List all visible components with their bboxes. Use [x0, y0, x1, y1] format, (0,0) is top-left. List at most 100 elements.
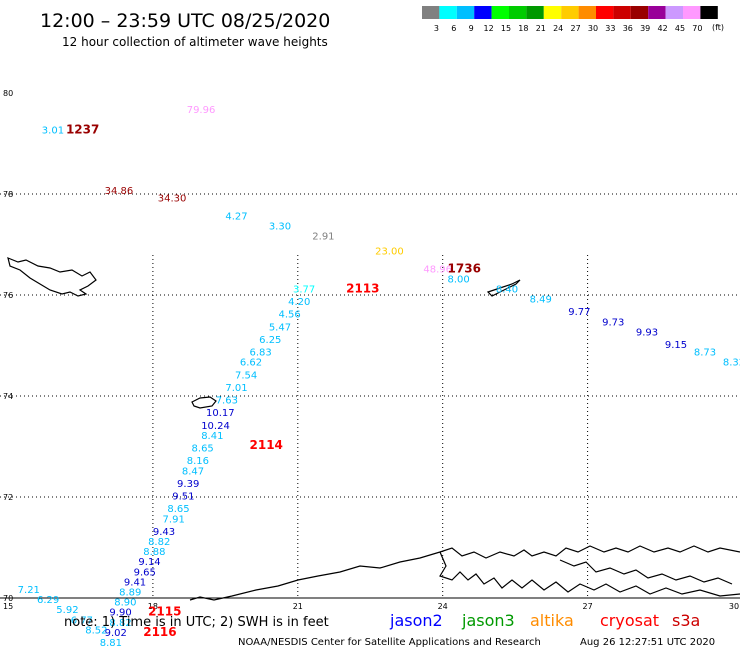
wave-height-value: 8.52 — [85, 625, 107, 636]
longitude-label: 18 — [148, 602, 158, 611]
wave-height-value: 7.21 — [18, 585, 40, 596]
latitude-label: 70 — [3, 594, 13, 603]
pass-time-label: 2114 — [250, 438, 283, 452]
mission-legend: jason2 jason3 altika cryosat s3a — [389, 611, 700, 630]
wave-height-value: 9.39 — [177, 479, 199, 490]
wave-height-value: 4.20 — [288, 297, 310, 308]
colorbar-tick-label: 21 — [536, 24, 546, 33]
wave-height-value: 9.43 — [153, 527, 175, 538]
scandinavia-coastline — [189, 545, 740, 601]
longitude-label: 15 — [3, 602, 13, 611]
latitude-label: 80 — [3, 89, 13, 98]
wave-height-value: 7.54 — [235, 370, 257, 381]
wave-height-value: 3.77 — [293, 284, 315, 295]
wave-height-value: 8.82 — [148, 537, 170, 548]
wave-height-value: 9.02 — [105, 628, 127, 639]
wave-height-value: 3.01 — [42, 125, 64, 136]
colorbar-tick-label: 12 — [484, 24, 494, 33]
wave-height-value: 8.32 — [723, 358, 740, 369]
longitude-labels: 15 18 21 24 27 30 — [3, 602, 739, 611]
mission-label: s3a — [672, 611, 700, 630]
wave-height-value: 4.56 — [278, 310, 300, 321]
fjord-islands — [559, 559, 733, 585]
longitude-label: 30 — [729, 602, 739, 611]
colorbar-legend: 3 6 9 12 15 18 21 24 27 30 33 36 39 42 45 70 — [422, 6, 718, 33]
wave-height-value: 8.40 — [496, 284, 518, 295]
wave-height-value: 7.01 — [225, 383, 247, 394]
colorbar-tick-label: 6 — [451, 24, 456, 33]
wave-height-value: 8.88 — [143, 547, 165, 558]
colorbar-tick-label: 24 — [553, 24, 563, 33]
wave-height-value: 9.51 — [172, 492, 194, 503]
wave-height-value: 2.91 — [312, 231, 334, 242]
colorbar-swatch — [648, 6, 666, 19]
wave-height-value: 5.47 — [269, 322, 291, 333]
wave-height-value: 8.89 — [119, 587, 141, 598]
wave-height-value: 8.47 — [182, 466, 204, 477]
colorbar-swatch — [596, 6, 614, 19]
colorbar-swatch — [474, 6, 492, 19]
pass-time-label: 2115 — [148, 605, 181, 619]
wave-height-value: 23.00 — [375, 247, 404, 258]
pass-time-label: 1736 — [448, 261, 481, 275]
wave-height-value: 34.86 — [105, 186, 134, 197]
footer-note: note: 1) Time is in UTC; 2) SWH is in fe… — [64, 615, 329, 630]
colorbar-tick-label: 3 — [434, 24, 439, 33]
wave-height-value: 8.73 — [694, 348, 716, 359]
wave-height-value: 9.15 — [665, 340, 687, 351]
wave-height-value: 8.65 — [167, 504, 189, 515]
latitude-label: 72 — [3, 493, 13, 502]
colorbar-swatch — [526, 6, 544, 19]
colorbar-tick-label: 42 — [658, 24, 668, 33]
wave-height-value: 10.17 — [206, 408, 235, 419]
pass-time-labels: 1237 1736 2113 2114 2115 2116 — [66, 122, 481, 638]
norway-coastline — [439, 551, 740, 597]
wave-height-value: 6.83 — [250, 348, 272, 359]
wave-height-value: 6.29 — [37, 595, 59, 606]
wave-height-value: 9.77 — [568, 307, 590, 318]
map-subtitle: 12 hour collection of altimeter wave hei… — [62, 35, 328, 49]
colorbar-swatch — [683, 6, 701, 19]
mission-label: jason3 — [461, 611, 515, 630]
wave-height-value: 9.93 — [636, 327, 658, 338]
colorbar-swatch — [422, 6, 440, 19]
bear-island — [191, 396, 217, 409]
latitude-labels: 80 78 76 74 72 70 — [3, 89, 13, 603]
colorbar-swatch — [456, 6, 475, 19]
wave-height-value: 6.25 — [259, 335, 281, 346]
wave-height-value: 5.92 — [56, 605, 78, 616]
colorbar-swatch — [543, 6, 562, 19]
colorbar-swatch — [630, 6, 649, 19]
kong-karls-land — [486, 279, 521, 297]
colorbar-unit: (ft) — [712, 23, 724, 32]
latitude-label: 76 — [3, 291, 13, 300]
longitude-label: 24 — [438, 602, 448, 611]
colorbar-swatch — [700, 6, 718, 19]
svalbard-coastline — [7, 257, 97, 297]
wave-height-value: 9.73 — [602, 317, 624, 328]
mission-label: altika — [530, 611, 574, 630]
wave-height-value: 9.65 — [134, 567, 156, 578]
colorbar-tick-label: 15 — [501, 24, 511, 33]
wave-height-value: 8.82 — [109, 618, 131, 629]
colorbar-tick-label: 70 — [692, 24, 702, 33]
colorbar-swatch — [613, 6, 631, 19]
wave-height-value: 9.90 — [109, 608, 131, 619]
wave-height-value: 8.90 — [114, 598, 136, 609]
wave-height-value: 8.16 — [187, 456, 209, 467]
wave-height-value: 8.65 — [192, 444, 214, 455]
longitude-label: 27 — [583, 602, 593, 611]
landmass-outlines — [7, 257, 740, 601]
colorbar-swatch — [509, 6, 527, 19]
pass-time-label: 2116 — [143, 625, 176, 639]
colorbar-tick-label: 9 — [469, 24, 474, 33]
colorbar-tick-label: 30 — [588, 24, 598, 33]
colorbar-swatch — [665, 6, 683, 19]
mission-label: cryosat — [600, 611, 659, 630]
colorbar-swatch — [491, 6, 509, 19]
pass-time-label: 2113 — [346, 281, 379, 295]
map-title: 12:00 – 23:59 UTC 08/25/2020 — [40, 10, 330, 32]
colorbar-tick-label: 27 — [571, 24, 581, 33]
wave-height-value: 6.77 — [71, 615, 93, 626]
